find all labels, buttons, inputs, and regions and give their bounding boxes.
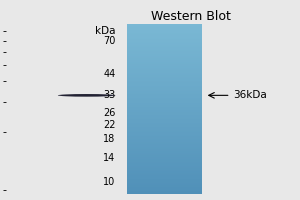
Text: 36kDa: 36kDa (233, 90, 267, 100)
Text: 10: 10 (103, 177, 116, 187)
Text: 18: 18 (103, 134, 116, 144)
Text: 44: 44 (103, 69, 116, 79)
Text: Western Blot: Western Blot (151, 10, 231, 23)
Text: 33: 33 (103, 90, 116, 100)
Text: 22: 22 (103, 120, 116, 130)
Text: 14: 14 (103, 153, 116, 163)
Text: 26: 26 (103, 108, 116, 118)
Ellipse shape (58, 94, 116, 97)
Text: kDa: kDa (95, 26, 116, 36)
Text: 70: 70 (103, 36, 116, 46)
